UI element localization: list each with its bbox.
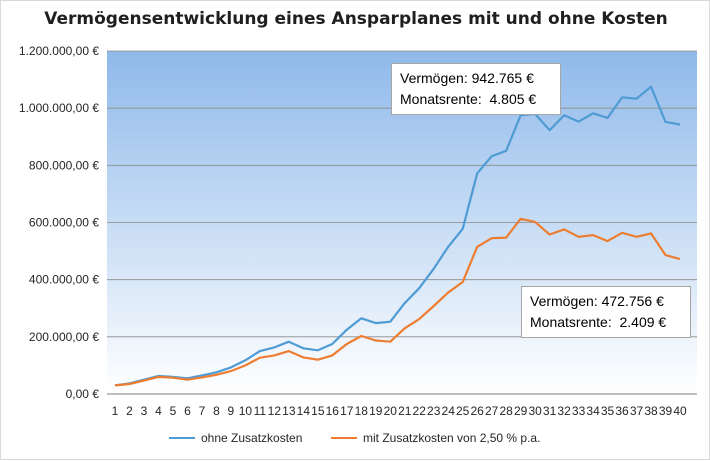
annotation-monatsrente: Monatsrente: 2.409 € bbox=[530, 314, 667, 330]
x-tick-label: 12 bbox=[268, 404, 282, 418]
x-tick-label: 15 bbox=[311, 404, 325, 418]
legend-swatch-orange bbox=[331, 437, 357, 439]
x-tick-label: 31 bbox=[543, 404, 557, 418]
x-tick-label: 5 bbox=[170, 404, 177, 418]
y-tick-label: 1.000.000,00 € bbox=[19, 101, 99, 115]
x-tick-label: 3 bbox=[141, 404, 148, 418]
x-tick-label: 6 bbox=[184, 404, 191, 418]
annotation-vermoegen: Vermögen: 472.756 € bbox=[530, 293, 664, 309]
x-tick-label: 24 bbox=[442, 404, 456, 418]
x-tick-label: 37 bbox=[630, 404, 644, 418]
x-tick-label: 23 bbox=[427, 404, 441, 418]
chart-title: Vermögensentwicklung eines Ansparplanes … bbox=[44, 9, 668, 29]
series-line-mit-kosten bbox=[114, 217, 681, 387]
x-tick-label: 7 bbox=[199, 404, 206, 418]
x-tick-label: 32 bbox=[557, 404, 571, 418]
y-tick-label: 1.200.000,00 € bbox=[19, 44, 99, 58]
x-tick-label: 36 bbox=[615, 404, 629, 418]
legend-item-ohne-kosten: ohne Zusatzkosten bbox=[169, 431, 302, 445]
annotation-vermoegen: Vermögen: 942.765 € bbox=[400, 70, 534, 86]
x-tick-label: 10 bbox=[239, 404, 253, 418]
x-tick-label: 38 bbox=[644, 404, 658, 418]
x-tick-label: 8 bbox=[213, 404, 220, 418]
x-tick-label: 19 bbox=[369, 404, 383, 418]
x-tick-label: 14 bbox=[297, 404, 311, 418]
x-tick-label: 16 bbox=[326, 404, 340, 418]
y-tick-label: 200.000,00 € bbox=[29, 330, 99, 344]
series-lines bbox=[114, 85, 681, 387]
series-line-ohne-kosten bbox=[114, 85, 681, 387]
annotation-monatsrente: Monatsrente: 4.805 € bbox=[400, 91, 537, 107]
legend: ohne Zusatzkosten mit Zusatzkosten von 2… bbox=[1, 431, 710, 451]
x-tick-label: 28 bbox=[499, 404, 513, 418]
annotation-ohne-kosten: Vermögen: 942.765 € Monatsrente: 4.805 € bbox=[391, 63, 561, 115]
x-tick-label: 40 bbox=[673, 404, 687, 418]
x-tick-label: 33 bbox=[572, 404, 586, 418]
y-tick-label: 400.000,00 € bbox=[29, 273, 99, 287]
x-axis: 1 2 3 4 5 6 7 8 9 10 11 12 13 14 15 16 17 18 19 20 21 22 23 24 2… bbox=[107, 393, 697, 418]
x-tick-label: 21 bbox=[398, 404, 412, 418]
legend-item-mit-kosten: mit Zusatzkosten von 2,50 % p.a. bbox=[331, 431, 540, 445]
x-tick-label: 17 bbox=[340, 404, 354, 418]
x-tick-label: 39 bbox=[659, 404, 673, 418]
x-tick-label: 30 bbox=[528, 404, 542, 418]
x-tick-label: 34 bbox=[586, 404, 600, 418]
x-tick-label: 1 bbox=[112, 404, 119, 418]
gridlines bbox=[107, 50, 697, 338]
legend-label: ohne Zusatzkosten bbox=[201, 431, 303, 445]
x-tick-label: 27 bbox=[485, 404, 499, 418]
y-tick-label: 800.000,00 € bbox=[29, 158, 99, 172]
x-tick-label: 13 bbox=[282, 404, 296, 418]
legend-swatch-blue bbox=[169, 437, 195, 439]
x-tick-label: 20 bbox=[384, 404, 398, 418]
x-tick-label: 11 bbox=[254, 404, 267, 418]
x-tick-label: 18 bbox=[355, 404, 369, 418]
x-tick-label: 9 bbox=[228, 404, 235, 418]
x-tick-label: 35 bbox=[601, 404, 615, 418]
x-tick-label: 29 bbox=[514, 404, 528, 418]
y-axis: 0,00 € 200.000,00 € 400.000,00 € 600.000,00… bbox=[19, 44, 99, 401]
legend-label: mit Zusatzkosten von 2,50 % p.a. bbox=[363, 431, 541, 445]
x-tick-label: 26 bbox=[470, 404, 484, 418]
x-tick-label: 22 bbox=[413, 404, 427, 418]
y-tick-label: 600.000,00 € bbox=[29, 216, 99, 230]
y-tick-label: 0,00 € bbox=[66, 387, 100, 401]
x-tick-label: 25 bbox=[456, 404, 470, 418]
x-tick-label: 2 bbox=[126, 404, 133, 418]
x-tick-label: 4 bbox=[155, 404, 162, 418]
annotation-mit-kosten: Vermögen: 472.756 € Monatsrente: 2.409 € bbox=[521, 286, 691, 338]
